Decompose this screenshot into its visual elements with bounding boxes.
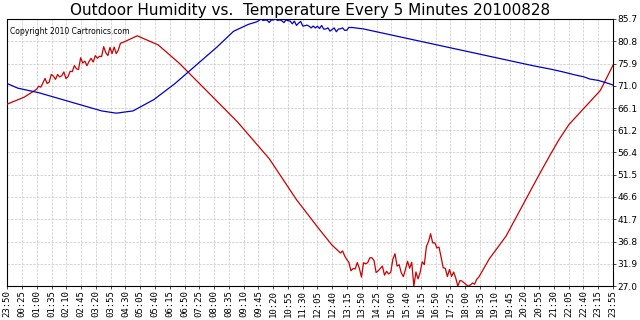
Text: Copyright 2010 Cartronics.com: Copyright 2010 Cartronics.com	[10, 27, 130, 36]
Title: Outdoor Humidity vs.  Temperature Every 5 Minutes 20100828: Outdoor Humidity vs. Temperature Every 5…	[70, 3, 550, 18]
